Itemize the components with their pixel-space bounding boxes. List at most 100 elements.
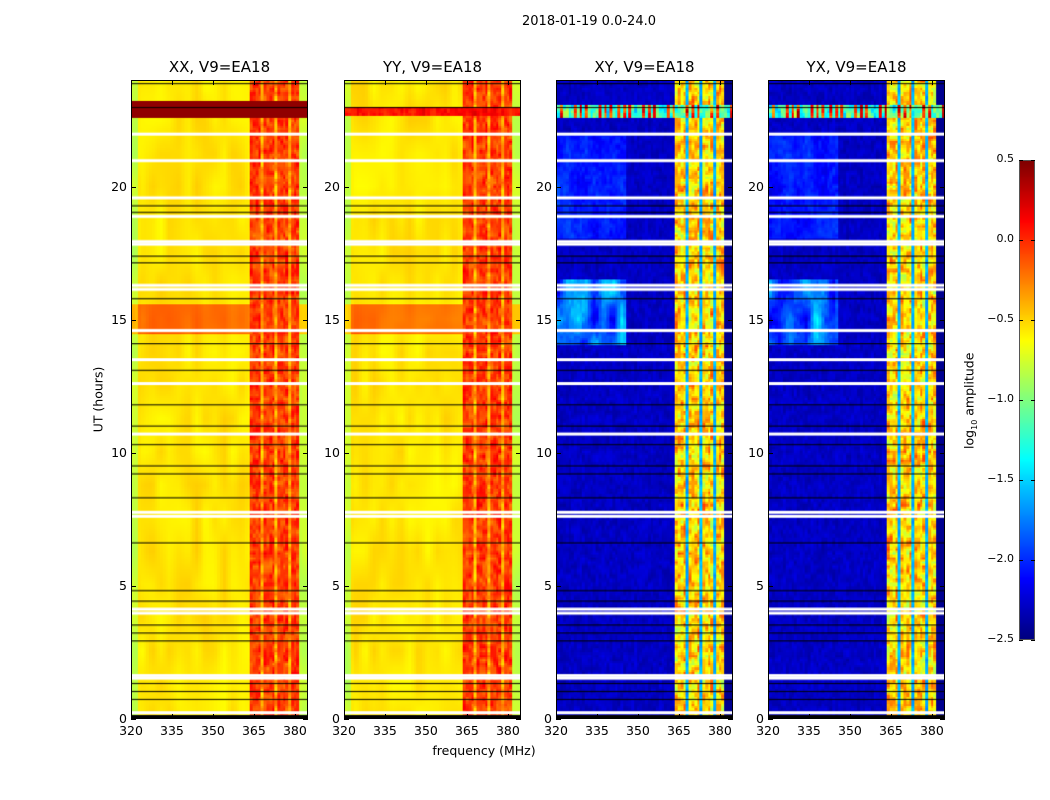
colorbar-tick-label: −2.0	[987, 552, 1014, 565]
x-tick-label: 320	[119, 723, 143, 738]
y-tick	[344, 585, 349, 587]
y-tick	[940, 319, 945, 321]
x-tick	[253, 714, 255, 719]
x-tick-label: 365	[454, 723, 479, 738]
x-tick-label: 335	[585, 723, 609, 738]
x-tick-label: 365	[878, 723, 903, 738]
colorbar-tick-label: −1.0	[987, 392, 1014, 405]
y-tick	[516, 186, 521, 188]
x-tick	[808, 80, 810, 85]
x-tick	[931, 714, 933, 719]
y-tick	[516, 319, 521, 321]
y-tick	[516, 452, 521, 454]
y-tick-label: 0	[756, 711, 764, 726]
panel-title-yx: YX, V9=EA18	[806, 58, 907, 76]
y-tick-label: 15	[111, 311, 127, 327]
colorbar-tick	[1031, 560, 1035, 561]
x-tick	[768, 80, 769, 85]
colorbar-tick	[1031, 640, 1035, 641]
x-tick	[849, 714, 851, 719]
heatmap-yx	[769, 81, 944, 718]
y-tick	[303, 452, 308, 454]
panel-title-xx: XX, V9=EA18	[168, 58, 271, 76]
colorbar-tick	[1031, 400, 1035, 401]
y-tick	[940, 585, 945, 587]
y-tick-label: 15	[748, 311, 764, 327]
y-tick	[768, 452, 773, 454]
x-tick	[344, 80, 345, 85]
y-tick	[556, 452, 561, 454]
x-tick	[849, 80, 851, 85]
x-tick	[890, 714, 892, 719]
y-tick	[344, 319, 349, 321]
y-tick-label: 5	[332, 577, 340, 593]
y-tick	[940, 186, 945, 188]
y-tick-label: 0	[332, 711, 340, 726]
y-tick-label: 10	[536, 444, 552, 460]
y-tick-label: 20	[748, 178, 764, 194]
colorbar-tick	[1031, 480, 1035, 481]
y-tick	[728, 319, 733, 321]
y-tick-label: 0	[119, 711, 127, 726]
y-tick-label: 5	[756, 577, 764, 593]
y-tick	[344, 452, 349, 454]
x-tick	[384, 714, 386, 719]
colorbar-tick	[1019, 320, 1023, 321]
colorbar-tick	[1019, 240, 1023, 241]
colorbar-tick	[1031, 320, 1035, 321]
x-tick	[131, 80, 132, 85]
x-tick	[344, 714, 345, 719]
y-tick-label: 15	[536, 311, 552, 327]
y-tick	[940, 452, 945, 454]
x-tick-label: 350	[838, 723, 862, 738]
x-tick	[466, 80, 468, 85]
x-tick	[507, 714, 509, 719]
heatmap-yy	[345, 81, 520, 718]
y-axis-label: UT (hours)	[90, 366, 106, 433]
x-tick-label: 365	[241, 723, 266, 738]
y-tick-label: 5	[544, 577, 552, 593]
x-tick-label: 320	[544, 723, 568, 738]
y-tick	[556, 186, 561, 188]
x-tick	[596, 714, 598, 719]
heatmap-panel-yx	[768, 80, 945, 719]
colorbar-tick-label: 0.0	[996, 232, 1015, 245]
colorbar-tick-label: −1.5	[987, 472, 1014, 485]
y-tick	[728, 186, 733, 188]
colorbar-tick	[1019, 160, 1023, 161]
x-tick	[719, 714, 721, 719]
x-tick-label: 335	[373, 723, 397, 738]
y-tick-label: 20	[324, 178, 340, 194]
heatmap-xx	[132, 81, 307, 718]
x-tick	[637, 80, 639, 85]
y-tick	[131, 585, 136, 587]
colorbar-tick	[1019, 640, 1023, 641]
y-tick	[768, 719, 773, 720]
x-tick	[556, 714, 557, 719]
y-tick	[131, 452, 136, 454]
y-tick	[131, 719, 136, 720]
colorbar-tick-label: 0.5	[996, 152, 1015, 165]
x-tick	[294, 80, 296, 85]
x-axis-label: frequency (MHz)	[432, 743, 536, 758]
x-tick	[131, 714, 132, 719]
y-tick	[516, 585, 521, 587]
y-tick	[768, 319, 773, 321]
y-tick	[131, 186, 136, 188]
y-tick	[131, 319, 136, 321]
y-tick	[728, 452, 733, 454]
x-tick-label: 320	[332, 723, 356, 738]
x-tick-label: 380	[707, 723, 732, 738]
heatmap-panel-yy	[344, 80, 521, 719]
colorbar-tick	[1019, 400, 1023, 401]
x-tick	[171, 80, 173, 85]
panel-title-xy: XY, V9=EA18	[594, 58, 695, 76]
x-tick	[808, 714, 810, 719]
x-tick-label: 335	[160, 723, 184, 738]
x-tick-label: 320	[756, 723, 780, 738]
y-tick	[768, 585, 773, 587]
y-tick-label: 0	[544, 711, 552, 726]
y-tick	[556, 319, 561, 321]
panel-title-yy: YY, V9=EA18	[382, 58, 483, 76]
